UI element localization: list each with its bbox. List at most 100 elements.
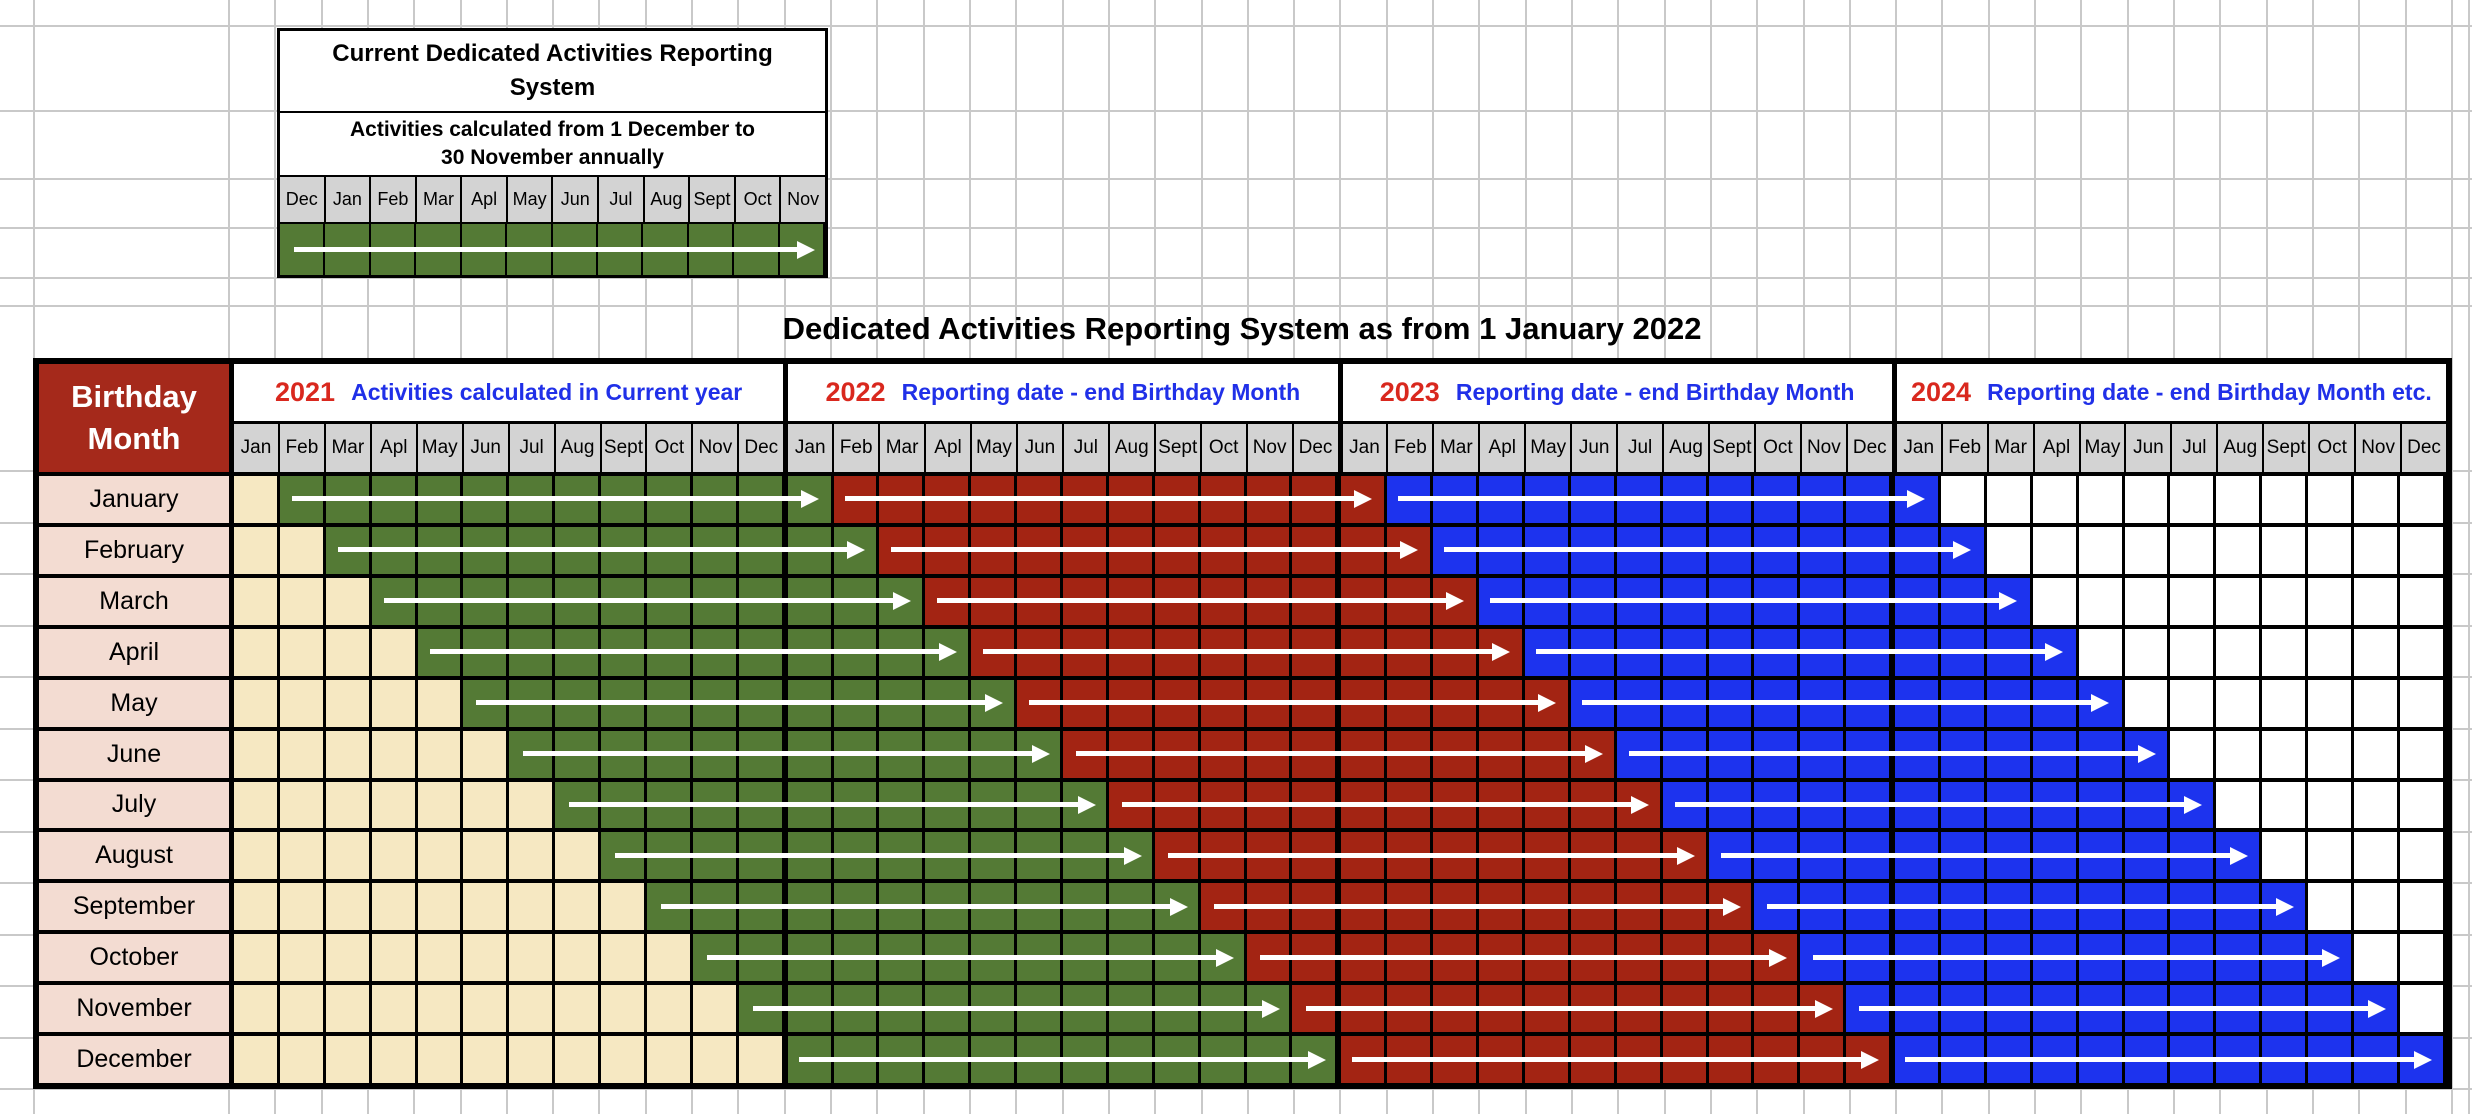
grid-cell[interactable]	[2262, 730, 2309, 778]
month-header-cell[interactable]: Jun	[464, 424, 510, 472]
grid-cell[interactable]	[1986, 526, 2033, 574]
grid-cell[interactable]	[2353, 934, 2400, 982]
grid-cell[interactable]	[2216, 526, 2263, 574]
month-header-cell[interactable]: Jun	[2126, 424, 2173, 472]
row-label-january[interactable]: January	[39, 476, 234, 523]
mini-month-header-cell[interactable]: Dec	[280, 177, 326, 222]
grid-cell[interactable]	[234, 577, 280, 625]
grid-cell[interactable]	[2170, 476, 2217, 523]
year-header-2022[interactable]: 2022 Reporting date - end Birthday Month	[783, 364, 1337, 421]
grid-cell[interactable]	[371, 1036, 418, 1084]
row-label-april[interactable]: April	[39, 628, 234, 676]
grid-cell[interactable]	[2124, 526, 2171, 574]
grid-cell[interactable]	[2399, 832, 2446, 880]
grid-cell[interactable]	[1940, 476, 1987, 523]
month-header-cell[interactable]: Oct	[647, 424, 694, 472]
grid-cell[interactable]	[2353, 476, 2400, 523]
grid-cell[interactable]	[2353, 730, 2400, 778]
grid-cell[interactable]	[509, 985, 556, 1033]
mini-month-header-cell[interactable]: Aug	[645, 177, 691, 222]
grid-cell[interactable]	[738, 1036, 785, 1084]
grid-cell[interactable]	[2216, 628, 2263, 676]
grid-cell[interactable]	[509, 883, 556, 931]
grid-cell[interactable]	[325, 577, 372, 625]
mini-month-header-cell[interactable]: Oct	[736, 177, 782, 222]
grid-cell[interactable]	[2124, 577, 2171, 625]
grid-cell[interactable]	[279, 526, 326, 574]
grid-cell[interactable]	[555, 934, 602, 982]
month-header-cell[interactable]: Jul	[510, 424, 556, 472]
grid-cell[interactable]	[2124, 628, 2171, 676]
grid-cell[interactable]	[371, 730, 418, 778]
month-header-cell[interactable]: Mar	[1989, 424, 2035, 472]
grid-cell[interactable]	[647, 934, 693, 982]
month-header-cell[interactable]: Apl	[2035, 424, 2081, 472]
grid-cell[interactable]	[234, 883, 280, 931]
month-header-cell[interactable]: Oct	[2310, 424, 2357, 472]
grid-cell[interactable]	[371, 679, 418, 727]
grid-cell[interactable]	[463, 781, 510, 829]
grid-cell[interactable]	[463, 883, 510, 931]
mini-month-header-cell[interactable]: Apl	[462, 177, 508, 222]
month-header-cell[interactable]: May	[418, 424, 464, 472]
row-label-march[interactable]: March	[39, 577, 234, 625]
month-header-cell[interactable]: Nov	[1248, 424, 1294, 472]
birthday-month-corner-header[interactable]: Birthday Month	[39, 364, 234, 472]
grid-cell[interactable]	[2262, 476, 2309, 523]
grid-cell[interactable]	[234, 934, 280, 982]
year-header-2021[interactable]: 2021 Activities calculated in Current yea…	[234, 364, 783, 421]
row-label-december[interactable]: December	[39, 1036, 234, 1084]
mini-month-header-cell[interactable]: Nov	[787, 189, 820, 209]
grid-cell[interactable]	[647, 985, 693, 1033]
month-header-cell[interactable]: Mar	[1434, 424, 1481, 472]
grid-cell[interactable]	[2078, 526, 2125, 574]
grid-cell[interactable]	[2216, 781, 2263, 829]
grid-cell[interactable]	[2308, 577, 2354, 625]
grid-cell[interactable]	[2399, 934, 2446, 982]
grid-cell[interactable]	[417, 781, 464, 829]
row-label-november[interactable]: November	[39, 985, 234, 1033]
grid-cell[interactable]	[2399, 476, 2446, 523]
grid-cell[interactable]	[371, 628, 418, 676]
row-label-july[interactable]: July	[39, 781, 234, 829]
month-header-cell[interactable]: May	[1526, 424, 1573, 472]
grid-cell[interactable]	[234, 679, 280, 727]
month-header-cell[interactable]: Nov	[2356, 424, 2403, 472]
grid-cell[interactable]	[2399, 883, 2446, 931]
month-header-cell[interactable]: Feb	[1388, 424, 1435, 472]
grid-cell[interactable]	[601, 934, 648, 982]
month-header-cell[interactable]: Dec	[2407, 437, 2441, 458]
row-label-june[interactable]: June	[39, 730, 234, 778]
year-header-2024[interactable]: 2024 Reporting date - end Birthday Month …	[1891, 364, 2446, 421]
month-header-cell[interactable]: Sept	[2264, 424, 2311, 472]
mini-month-header-cell[interactable]: Mar	[417, 177, 463, 222]
month-header-cell[interactable]: Jun	[1572, 424, 1619, 472]
grid-cell[interactable]	[2078, 628, 2125, 676]
month-header-cell[interactable]: Jan	[785, 424, 835, 472]
grid-cell[interactable]	[555, 985, 602, 1033]
grid-cell[interactable]	[2078, 476, 2125, 523]
grid-cell[interactable]	[325, 679, 372, 727]
month-header-cell[interactable]: Feb	[280, 424, 326, 472]
month-header-cell[interactable]: Jul	[1064, 424, 1110, 472]
mini-month-header-cell[interactable]: Sept	[690, 177, 736, 222]
grid-cell[interactable]	[234, 832, 280, 880]
month-header-cell[interactable]: Aug	[2218, 424, 2265, 472]
grid-cell[interactable]	[2308, 730, 2354, 778]
month-header-cell[interactable]: Apl	[1480, 424, 1527, 472]
grid-cell[interactable]	[2262, 679, 2309, 727]
grid-cell[interactable]	[2399, 526, 2446, 574]
grid-cell[interactable]	[2399, 628, 2446, 676]
grid-cell[interactable]	[2032, 577, 2079, 625]
grid-cell[interactable]	[463, 832, 510, 880]
grid-cell[interactable]	[279, 1036, 326, 1084]
month-header-cell[interactable]: Sept	[1710, 424, 1756, 472]
grid-cell[interactable]	[2032, 526, 2079, 574]
grid-cell[interactable]	[417, 730, 464, 778]
grid-cell[interactable]	[2170, 730, 2217, 778]
row-label-september[interactable]: September	[39, 883, 234, 931]
grid-cell[interactable]	[2353, 628, 2400, 676]
grid-cell[interactable]	[509, 934, 556, 982]
grid-cell[interactable]	[2353, 526, 2400, 574]
grid-cell[interactable]	[279, 679, 326, 727]
